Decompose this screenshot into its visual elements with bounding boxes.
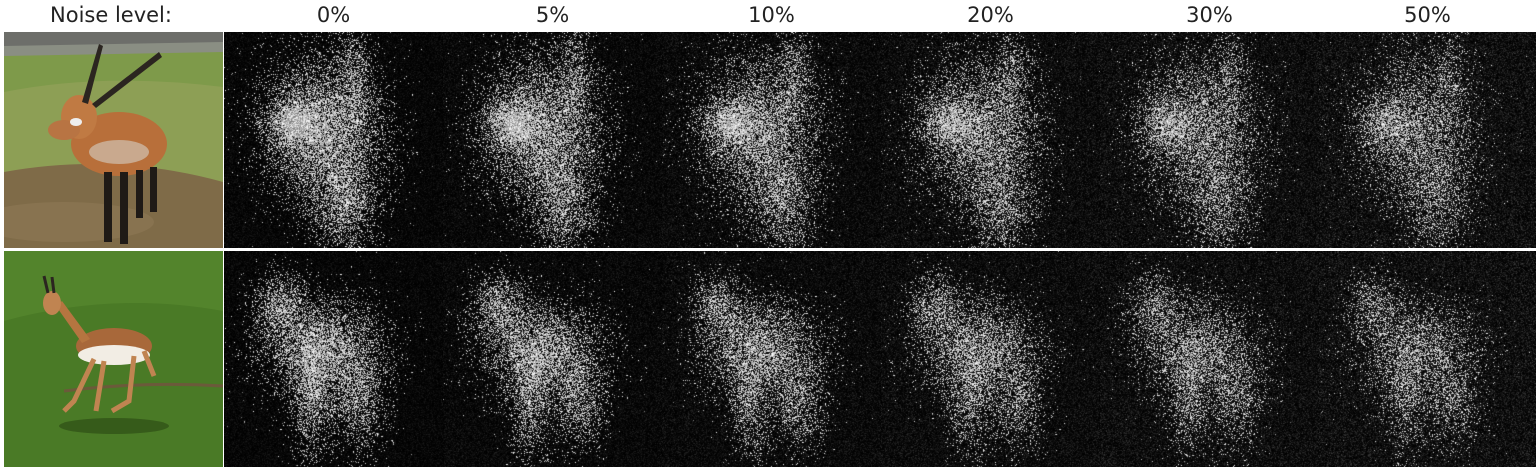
image-row-2 (0, 251, 1536, 467)
springbok-photo (4, 251, 223, 467)
noise-level-10: 10% (748, 3, 795, 27)
noise-level-30: 30% (1186, 3, 1233, 27)
saliency-map-50 (1319, 32, 1536, 248)
saliency-canvas (1100, 32, 1319, 248)
saliency-map-50 (1319, 251, 1536, 467)
saliency-map-10 (662, 32, 881, 248)
saliency-map-0 (224, 32, 443, 248)
noise-level-20: 20% (967, 3, 1014, 27)
noise-level-5: 5% (535, 3, 570, 27)
saliency-canvas (443, 32, 662, 248)
noise-level-0: 0% (316, 3, 351, 27)
antelope-photo (4, 32, 223, 248)
saliency-map-20 (881, 251, 1100, 467)
saliency-canvas (662, 251, 881, 467)
saliency-map-30 (1100, 32, 1319, 248)
saliency-map-10 (662, 251, 881, 467)
image-row-1 (0, 32, 1536, 248)
saliency-canvas (1319, 251, 1536, 467)
saliency-map-5 (443, 32, 662, 248)
saliency-canvas (662, 32, 881, 248)
saliency-canvas (1319, 32, 1536, 248)
saliency-map-5 (443, 251, 662, 467)
saliency-canvas (881, 32, 1100, 248)
saliency-map-0 (224, 251, 443, 467)
saliency-canvas (224, 251, 443, 467)
saliency-map-30 (1100, 251, 1319, 467)
noise-level-label: Noise level: (50, 3, 172, 27)
saliency-canvas (224, 32, 443, 248)
saliency-canvas (1100, 251, 1319, 467)
noise-level-50: 50% (1404, 3, 1451, 27)
saliency-canvas (443, 251, 662, 467)
saliency-canvas (881, 251, 1100, 467)
saliency-map-20 (881, 32, 1100, 248)
